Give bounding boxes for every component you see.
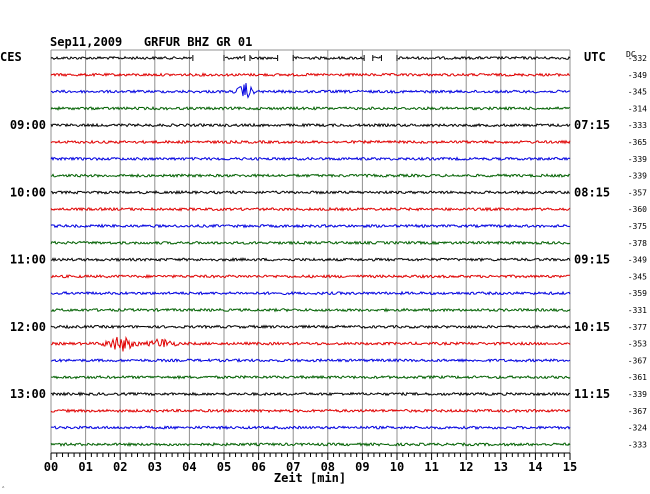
grid-lines <box>50 49 571 453</box>
trace-group <box>50 55 571 447</box>
trace-row-7 <box>50 173 571 179</box>
chart-title: Sep11,2009 GRFUR BHZ GR 01 <box>50 35 252 49</box>
dc-offset-label: -332 <box>628 54 647 63</box>
x-tick-label: 08 <box>321 460 335 474</box>
dc-offset-label: -367 <box>628 407 647 416</box>
dc-offset-label: -360 <box>628 205 647 214</box>
x-tick-label: 09 <box>355 460 369 474</box>
right-hour-label: 07:15 <box>574 118 610 132</box>
x-tick-label: 12 <box>459 460 473 474</box>
row-labels: -332 -349 -345 -314 -333 -365 -339 -339 -357 -360… <box>10 54 647 449</box>
trace-row-3 <box>50 105 571 111</box>
x-tick-label: 13 <box>494 460 508 474</box>
trace-row-2 <box>50 82 571 99</box>
left-hour-label: 09:00 <box>10 118 46 132</box>
time-axis: 00 01 02 03 04 05 06 07 08 09 10 11 12 13 14 15 <box>44 452 577 474</box>
trace-row-12 <box>50 257 571 263</box>
left-hour-label: 11:00 <box>10 253 46 267</box>
x-tick-label: 01 <box>78 460 92 474</box>
trace-row-11 <box>50 240 571 246</box>
x-axis-label: Zeit [min] <box>274 471 346 485</box>
dc-offset-label: -333 <box>628 440 647 449</box>
dc-offset-label: -378 <box>628 239 647 248</box>
trace-row-9 <box>50 206 571 212</box>
dc-offset-label: -339 <box>628 172 647 181</box>
right-hour-label: 10:15 <box>574 320 610 334</box>
x-tick-label: 04 <box>182 460 196 474</box>
trace-row-19 <box>51 374 571 380</box>
trace-row-0 <box>50 55 571 61</box>
corner-mark: ‸ <box>2 480 5 488</box>
x-tick-label: 07 <box>286 460 300 474</box>
dc-offset-label: -333 <box>628 121 647 130</box>
dc-offset-label: -361 <box>628 373 647 382</box>
dc-offset-label: -375 <box>628 222 647 231</box>
x-tick-label: 10 <box>390 460 404 474</box>
dc-offset-label: -377 <box>628 323 647 332</box>
dc-offset-label: -345 <box>628 88 647 97</box>
trace-row-6 <box>50 156 571 162</box>
right-hour-label: 09:15 <box>574 253 610 267</box>
x-tick-label: 03 <box>148 460 162 474</box>
left-hour-label: 10:00 <box>10 185 46 199</box>
trace-row-15 <box>50 307 571 313</box>
trace-row-13 <box>50 273 570 279</box>
trace-row-1 <box>50 72 571 78</box>
x-tick-label: 06 <box>251 460 265 474</box>
trace-row-17 <box>50 335 571 352</box>
x-tick-label: 02 <box>113 460 127 474</box>
dc-offset-label: -339 <box>628 155 647 164</box>
right-hour-label: 11:15 <box>574 387 610 401</box>
dc-offset-label: -331 <box>628 306 647 315</box>
x-tick-label: 05 <box>217 460 231 474</box>
trace-row-22 <box>50 425 571 431</box>
trace-row-20 <box>50 391 571 397</box>
trace-row-21 <box>50 408 571 414</box>
dc-offset-label: -365 <box>628 138 647 147</box>
x-tick-label: 15 <box>563 460 577 474</box>
trace-row-16 <box>50 324 571 330</box>
right-timezone-label: UTC <box>584 50 606 64</box>
dc-offset-label: -367 <box>628 356 647 365</box>
dc-offset-label: -339 <box>628 390 647 399</box>
dc-offset-label: -353 <box>628 340 647 349</box>
trace-row-8 <box>50 189 571 195</box>
trace-row-5 <box>50 139 571 145</box>
left-timezone-label: CES <box>0 50 22 64</box>
left-hour-label: 12:00 <box>10 320 46 334</box>
trace-row-10 <box>50 223 571 229</box>
dc-offset-label: -349 <box>628 256 647 265</box>
trace-row-23 <box>50 441 571 447</box>
dc-offset-label: -359 <box>628 289 647 298</box>
dc-offset-label: -349 <box>628 71 647 80</box>
left-hour-label: 13:00 <box>10 387 46 401</box>
right-hour-label: 08:15 <box>574 185 610 199</box>
trace-row-18 <box>50 357 571 363</box>
trace-row-4 <box>50 122 571 128</box>
dc-offset-label: -357 <box>628 188 647 197</box>
dc-label: DC <box>626 50 636 59</box>
x-tick-label: 11 <box>424 460 438 474</box>
dc-offset-label: -345 <box>628 272 647 281</box>
x-tick-label: 14 <box>528 460 542 474</box>
trace-row-14 <box>50 290 571 296</box>
x-tick-label: 00 <box>44 460 58 474</box>
dc-offset-label: -314 <box>628 104 647 113</box>
dc-offset-label: -324 <box>628 424 647 433</box>
